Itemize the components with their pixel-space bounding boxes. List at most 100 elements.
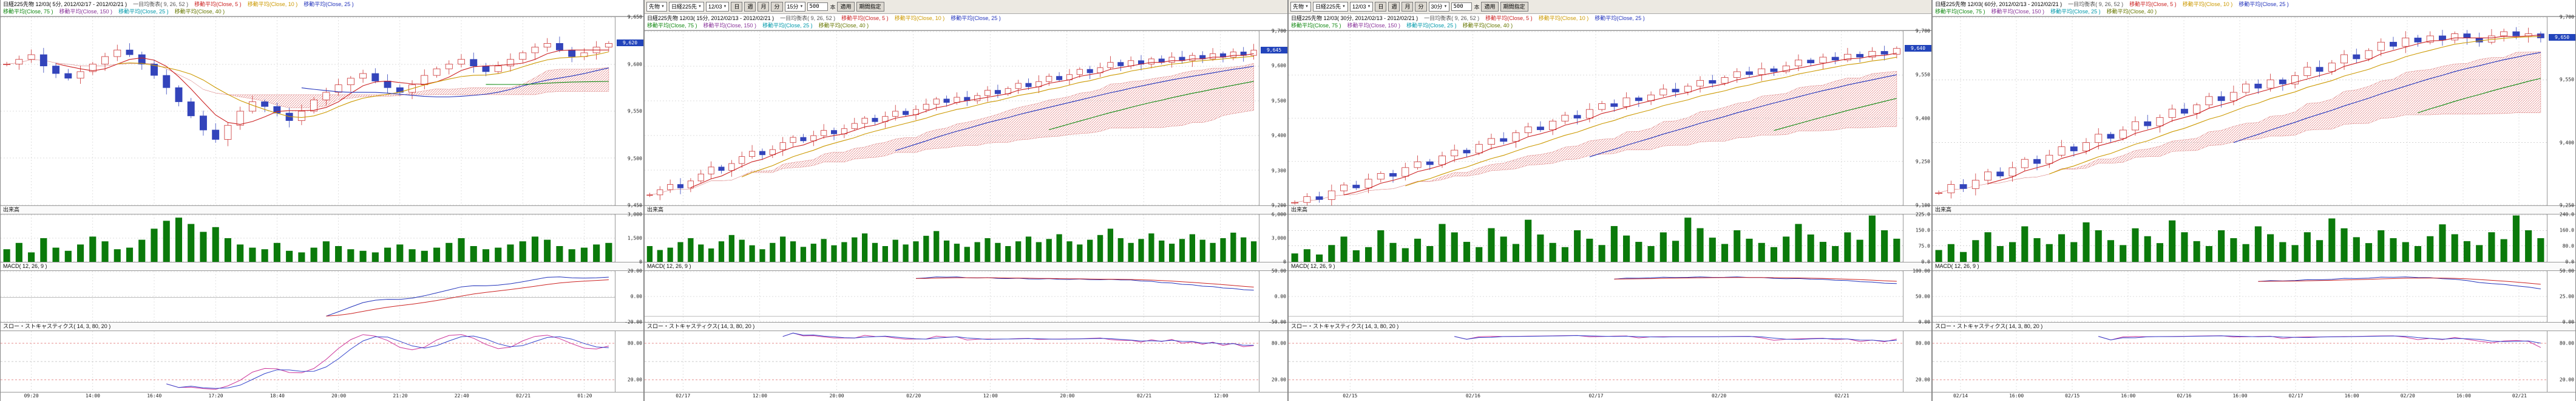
x-axis-label: 02/16 bbox=[1465, 393, 1480, 399]
indicator-label: 移動平均(Close, 25 ) bbox=[1406, 22, 1457, 29]
volume-y-axis: 240.0 160.0 80.0 0.0 bbox=[2547, 212, 2575, 265]
range-button[interactable]: 期間指定 bbox=[1500, 2, 1528, 12]
x-axis-label: 16:00 bbox=[2232, 393, 2248, 399]
volume-chart[interactable] bbox=[1933, 214, 2547, 262]
header-line2: 移動平均(Close, 75 ) 移動平均(Close, 150 ) 移動平均(Cl… bbox=[1291, 22, 1929, 29]
indicator-label: 移動平均(Close, 75 ) bbox=[647, 22, 697, 29]
macd-y-axis: 50.00 25.00 0.00 bbox=[2547, 269, 2575, 325]
indicator-label: 移動平均(Close, 5 ) bbox=[1485, 15, 1533, 21]
axis-tick-label: 9,550 bbox=[2559, 77, 2574, 83]
axis-tick-label: 9,500 bbox=[1271, 98, 1286, 104]
volume-pane: 225.0 150.0 75.0 0.0 bbox=[1289, 212, 1931, 265]
indicator-label: 移動平均(Close, 25 ) bbox=[951, 15, 1001, 21]
x-axis-label: 02/20 bbox=[2400, 393, 2415, 399]
bars-input[interactable] bbox=[807, 2, 829, 11]
last-price-badge: 9,645 bbox=[1261, 46, 1287, 53]
indicator-label: 一目均衡表( 9, 26, 52 ) bbox=[1424, 15, 1480, 21]
chart-header: 日経225先物 12/03( 60分, 2012/02/13 - 2012/02… bbox=[1933, 0, 2575, 16]
header-line2: 移動平均(Close, 75 ) 移動平均(Close, 150 ) 移動平均(Cl… bbox=[1935, 8, 2573, 15]
market-select[interactable]: 先物 ▼ bbox=[1290, 2, 1311, 12]
axis-tick-label: 9,400 bbox=[1271, 132, 1286, 139]
bars-input[interactable] bbox=[1451, 2, 1473, 11]
price-chart[interactable] bbox=[1933, 17, 2547, 205]
instrument-select[interactable]: 日経225先 ▼ bbox=[1312, 2, 1348, 12]
stochastics-chart[interactable] bbox=[645, 331, 1259, 392]
axis-tick-label: 50.00 bbox=[1271, 268, 1286, 274]
chart-panel: ▼ ▼ ▼ ▼ 日経225先物 12/03( 60分, 2012/02/13 -… bbox=[1932, 0, 2576, 401]
indicator-label: 移動平均(Close, 25 ) bbox=[2050, 9, 2101, 15]
x-axis-label: 02/21 bbox=[2512, 393, 2527, 399]
axis-tick-label: 20.00 bbox=[627, 377, 642, 383]
indicator-label: 日経225先物 12/03( 5分, 2012/02/17 - 2012/02/… bbox=[3, 1, 127, 7]
stochastics-chart[interactable] bbox=[1289, 331, 1903, 392]
axis-tick-label: 3,000 bbox=[627, 211, 642, 218]
volume-chart[interactable] bbox=[1289, 214, 1903, 262]
interval-select[interactable]: 30分 ▼ bbox=[1428, 2, 1450, 12]
macd-label: MACD( 12, 26, 9 ) bbox=[1289, 262, 1931, 270]
x-axis-label: 20:00 bbox=[331, 393, 347, 399]
volume-y-axis: 3,000 1,500 0 bbox=[615, 211, 643, 265]
instrument-select[interactable]: 日経225先 ▼ bbox=[668, 2, 704, 12]
toolbar: 先物▼ 日経225先▼ 12/03▼ 日 週 月 分 15分▼ 本 適用 期間指… bbox=[645, 0, 1287, 14]
toolbar: 先物▼ 日経225先▼ 12/03▼ 日 週 月 分 30分▼ 本 適用 期間指… bbox=[1289, 0, 1931, 14]
price-pane: 9,645 9,700 9,600 9,500 9,400 9,300 9,200 bbox=[645, 29, 1287, 208]
macd-y-axis: 100.00 50.00 0.00 bbox=[1903, 269, 1931, 325]
volume-chart[interactable] bbox=[645, 214, 1259, 262]
stochastics-chart[interactable] bbox=[1, 331, 615, 392]
period-month-button[interactable]: 月 bbox=[1402, 2, 1414, 12]
macd-chart[interactable] bbox=[645, 271, 1259, 322]
volume-chart[interactable] bbox=[1, 214, 615, 262]
x-axis: 09:20 14:00 16:40 17:20 18:40 20:00 21:20 22:40… bbox=[1, 392, 643, 401]
macd-chart[interactable] bbox=[1933, 271, 2547, 322]
period-day-button[interactable]: 日 bbox=[731, 2, 743, 12]
x-axis-label: 02/17 bbox=[2288, 393, 2303, 399]
axis-tick-label: 0.00 bbox=[1918, 319, 1930, 325]
interval-select[interactable]: 15分 ▼ bbox=[784, 2, 806, 12]
x-axis-label: 02/21 bbox=[1137, 393, 1152, 399]
stochastics-y-axis: 80.00 20.00 bbox=[2547, 331, 2575, 392]
x-axis: 02/17 12:00 20:00 02/20 12:00 20:00 02/21 12:00 bbox=[645, 392, 1287, 401]
contract-select[interactable]: 12/03 ▼ bbox=[1349, 2, 1374, 12]
axis-tick-label: 25.00 bbox=[2559, 293, 2574, 300]
chevron-down-icon: ▼ bbox=[1305, 5, 1309, 9]
x-axis-label: 21:20 bbox=[393, 393, 408, 399]
indicator-label: 移動平均(Close, 40 ) bbox=[174, 9, 225, 15]
range-button[interactable]: 期間指定 bbox=[856, 2, 884, 12]
macd-chart[interactable] bbox=[1, 271, 615, 322]
indicator-label: 移動平均(Close, 150 ) bbox=[59, 9, 113, 15]
stochastics-pane: 80.00 20.00 bbox=[1933, 331, 2575, 392]
last-price-badge: 9,650 bbox=[2549, 34, 2575, 41]
price-chart[interactable] bbox=[1289, 31, 1903, 205]
x-axis-label: 02/21 bbox=[516, 393, 531, 399]
contract-select-value: 12/03 bbox=[708, 4, 722, 10]
apply-button[interactable]: 適用 bbox=[1481, 2, 1499, 12]
stochastics-label: スロー・ストキャスティクス( 14, 3, 80, 20 ) bbox=[1289, 322, 1931, 331]
price-chart[interactable] bbox=[645, 31, 1259, 205]
period-month-button[interactable]: 月 bbox=[758, 2, 770, 12]
period-minute-button[interactable]: 分 bbox=[1415, 2, 1427, 12]
apply-button[interactable]: 適用 bbox=[837, 2, 855, 12]
indicator-label: 一目均衡表( 9, 26, 52 ) bbox=[780, 15, 836, 21]
instrument-select-value: 日経225先 bbox=[1315, 4, 1341, 10]
period-week-button[interactable]: 週 bbox=[744, 2, 756, 12]
header-line1: 日経225先物 12/03( 15分, 2012/02/13 - 2012/02… bbox=[647, 15, 1285, 22]
period-minute-button[interactable]: 分 bbox=[771, 2, 783, 12]
indicator-label: 移動平均(Close, 40 ) bbox=[2106, 9, 2157, 15]
stochastics-chart[interactable] bbox=[1933, 331, 2547, 392]
macd-pane: 50.00 0.00 -50.00 bbox=[645, 268, 1287, 325]
x-axis-label: 02/16 bbox=[2177, 393, 2192, 399]
contract-select[interactable]: 12/03 ▼ bbox=[705, 2, 730, 12]
macd-pane: 20.00 0.00 -20.00 bbox=[1, 269, 643, 325]
header-line1: 日経225先物 12/03( 60分, 2012/02/13 - 2012/02… bbox=[1935, 1, 2573, 8]
chevron-down-icon: ▼ bbox=[1443, 5, 1448, 9]
macd-chart[interactable] bbox=[1289, 271, 1903, 322]
macd-label: MACD( 12, 26, 9 ) bbox=[1, 262, 643, 270]
price-chart[interactable] bbox=[1, 17, 615, 205]
period-day-button[interactable]: 日 bbox=[1375, 2, 1387, 12]
period-week-button[interactable]: 週 bbox=[1388, 2, 1400, 12]
price-y-axis: 9,645 9,700 9,600 9,500 9,400 9,300 9,200 bbox=[1259, 29, 1287, 208]
macd-pane: 100.00 50.00 0.00 bbox=[1289, 269, 1931, 325]
macd-label: MACD( 12, 26, 9 ) bbox=[645, 262, 1287, 270]
axis-tick-label: 20.00 bbox=[1271, 377, 1286, 383]
market-select[interactable]: 先物 ▼ bbox=[646, 2, 667, 12]
